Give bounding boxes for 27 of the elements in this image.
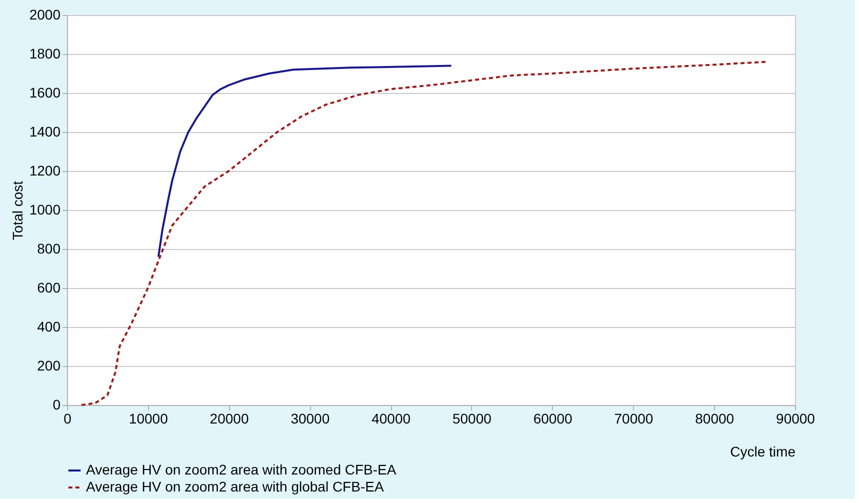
- y-tick-label: 0: [52, 396, 61, 412]
- line-series: [157, 64, 452, 258]
- x-tick-label: 0: [64, 410, 72, 426]
- y-tick-label: 800: [37, 240, 61, 256]
- x-tick-label: 90000: [776, 410, 816, 426]
- x-tick-label: 60000: [533, 410, 573, 426]
- y-tick-label: 1200: [29, 162, 61, 178]
- x-axis-title: Cycle time: [730, 444, 796, 460]
- x-tick-label: 70000: [614, 410, 654, 426]
- y-tick-label: 600: [37, 280, 61, 296]
- y-tick-label: 1000: [29, 202, 61, 218]
- x-tick-label: 50000: [452, 410, 492, 426]
- y-tick-label: 1800: [29, 46, 61, 62]
- x-tick-label: 80000: [695, 410, 734, 426]
- legend-label: Average HV on zoom2 area with global CFB-EA: [86, 478, 384, 494]
- y-tick-label: 1400: [29, 124, 61, 140]
- x-tick-label: 30000: [290, 410, 330, 426]
- y-tick-label: 1600: [29, 84, 61, 100]
- x-tick-label: 40000: [372, 410, 411, 426]
- y-tick-label: 200: [37, 358, 61, 374]
- line-series: [80, 60, 768, 406]
- x-tick-label: 20000: [210, 410, 249, 426]
- y-tick-label: 2000: [29, 6, 61, 22]
- x-tick-label: 10000: [128, 410, 168, 426]
- y-axis-title: Total cost: [9, 180, 26, 240]
- legend-label: Average HV on zoom2 area with zoomed CFB-EA: [86, 462, 397, 478]
- y-tick-label: 400: [37, 318, 61, 334]
